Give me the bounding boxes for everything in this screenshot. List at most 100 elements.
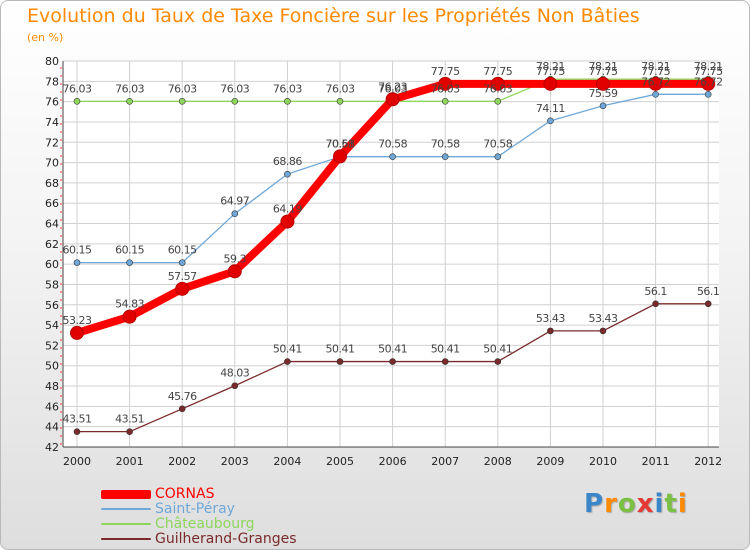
y-tick-label: 66 (45, 197, 59, 210)
x-tick-label: 2011 (642, 455, 670, 468)
data-point-cornas (701, 76, 716, 91)
data-point-guilherand-granges (231, 382, 239, 390)
legend-label: Guilherand-Granges (155, 531, 297, 547)
data-label-cornas: 76.23 (378, 80, 407, 93)
logo-letter: P (584, 489, 605, 519)
data-point-chateaubourg (441, 98, 449, 105)
x-tick-label: 2008 (484, 455, 512, 468)
data-label-cornas: 77.75 (431, 65, 460, 78)
data-label-chateaubourg: 78.21 (694, 60, 723, 73)
data-label-cornas: 77.75 (589, 65, 618, 78)
data-point-cornas (122, 309, 137, 324)
data-point-saint-peray (441, 153, 449, 160)
y-tick-label: 76 (45, 96, 59, 109)
x-tick-label: 2012 (694, 455, 722, 468)
x-tick-label: 2005 (326, 455, 354, 468)
data-label-saint-peray: 60.15 (115, 244, 144, 257)
x-tick-label: 2002 (168, 455, 196, 468)
data-point-cornas (490, 76, 505, 91)
legend-swatch (101, 508, 151, 510)
data-label-guilherand-granges: 56.1 (697, 285, 720, 298)
data-label-saint-peray: 60.15 (63, 244, 92, 257)
data-label-saint-peray: 70.58 (483, 138, 512, 151)
data-point-chateaubourg (284, 98, 291, 105)
data-label-chateaubourg: 76.03 (326, 82, 355, 95)
logo-letter: o (617, 489, 637, 519)
logo-letter: t (664, 489, 678, 519)
data-point-cornas (175, 281, 190, 296)
data-label-cornas: 57.57 (168, 270, 197, 283)
logo-letter: r (604, 489, 618, 519)
data-label-cornas: 54.83 (115, 298, 144, 311)
data-point-saint-peray (284, 170, 291, 178)
logo-letter: i (677, 489, 688, 519)
chart-title: Evolution du Taux de Taxe Foncière sur l… (27, 5, 640, 27)
y-tick-label: 72 (45, 136, 59, 149)
y-tick-label: 78 (45, 75, 59, 88)
x-tick-label: 2010 (589, 455, 617, 468)
data-label-chateaubourg: 78.21 (641, 60, 670, 73)
data-point-guilherand-granges (441, 358, 449, 365)
legend-swatch (101, 523, 151, 525)
x-tick-label: 2007 (431, 455, 459, 468)
data-label-saint-peray: 75.59 (589, 87, 618, 100)
data-point-cornas (227, 264, 242, 279)
data-label-saint-peray: 70.58 (326, 138, 355, 151)
y-tick-label: 64 (45, 218, 59, 231)
data-label-cornas: 59.3 (224, 252, 247, 265)
data-label-chateaubourg: 76.03 (220, 82, 249, 95)
data-label-guilherand-granges: 50.41 (273, 343, 302, 356)
data-point-saint-peray (73, 259, 81, 266)
data-point-chateaubourg (494, 98, 502, 105)
data-label-saint-peray: 74.11 (536, 102, 565, 115)
data-label-chateaubourg: 76.03 (431, 82, 460, 95)
y-tick-label: 74 (45, 116, 59, 129)
chart-subtitle: (en %) (27, 31, 64, 44)
data-point-chateaubourg (336, 98, 344, 105)
proxiti-logo: Proxiti (584, 489, 688, 519)
data-label-cornas: 77.75 (536, 65, 565, 78)
data-label-chateaubourg: 76.03 (273, 82, 302, 95)
data-label-cornas: 53.23 (63, 314, 92, 327)
data-point-saint-peray (494, 153, 502, 160)
data-point-guilherand-granges (178, 405, 186, 413)
logo-letter: i (654, 489, 665, 519)
data-label-guilherand-granges: 45.76 (168, 390, 197, 403)
data-point-cornas (333, 149, 347, 164)
data-point-cornas (70, 325, 84, 340)
y-tick-label: 70 (45, 157, 59, 170)
data-point-cornas (596, 76, 610, 91)
y-tick-label: 80 (45, 55, 59, 68)
legend-swatch (101, 538, 151, 540)
data-label-chateaubourg: 76.03 (483, 82, 512, 95)
data-label-chateaubourg: 76.03 (378, 82, 407, 95)
x-tick-label: 2003 (221, 455, 249, 468)
data-point-guilherand-granges (336, 358, 344, 365)
legend-swatch (101, 490, 151, 499)
data-point-chateaubourg (178, 98, 186, 105)
data-point-chateaubourg (126, 98, 133, 105)
data-label-guilherand-granges: 48.03 (220, 367, 249, 380)
legend-label: Châteaubourg (155, 516, 255, 532)
data-point-saint-peray (652, 91, 659, 98)
data-point-guilherand-granges (599, 327, 607, 335)
data-label-guilherand-granges: 50.41 (483, 343, 512, 356)
data-label-cornas: 64.19 (273, 203, 302, 216)
data-point-cornas (543, 76, 558, 91)
data-label-cornas: 77.75 (641, 65, 670, 78)
data-point-guilherand-granges (389, 358, 396, 365)
y-tick-label: 50 (45, 360, 59, 373)
plot-area (63, 61, 719, 447)
data-label-saint-peray: 64.97 (220, 195, 249, 208)
x-tick-label: 2004 (273, 455, 301, 468)
data-point-guilherand-granges (494, 358, 502, 365)
data-label-saint-peray: 70.58 (378, 138, 407, 151)
data-point-cornas (385, 92, 400, 107)
x-tick-label: 2000 (63, 455, 91, 468)
y-tick-label: 52 (45, 339, 59, 352)
y-tick-label: 44 (45, 421, 59, 434)
y-tick-label: 56 (45, 299, 59, 312)
data-point-saint-peray (178, 259, 186, 266)
legend-label: CORNAS (155, 486, 215, 502)
